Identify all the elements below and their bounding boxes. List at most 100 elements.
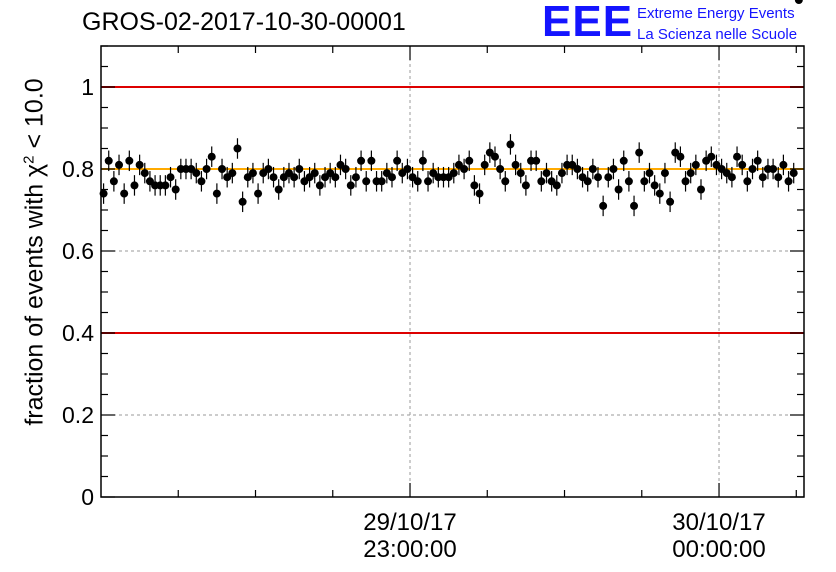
point-marker [192, 169, 201, 178]
data-point [774, 166, 783, 188]
data-point [387, 166, 396, 188]
data-point [501, 171, 510, 192]
x-tick-label: 29/10/17 23:00:00 [335, 509, 485, 563]
data-point [707, 146, 716, 167]
logo-text-line2: La Scienza nelle Scuole [637, 26, 798, 43]
data-point [403, 158, 412, 180]
data-point [362, 171, 371, 192]
plot-frame-rect [100, 45, 805, 498]
point-marker [676, 152, 685, 161]
point-marker [295, 165, 304, 173]
point-marker [130, 181, 139, 190]
point-marker [753, 156, 762, 165]
point-marker [135, 160, 144, 169]
point-marker [619, 156, 628, 165]
data-point [681, 171, 690, 192]
data-point [599, 195, 608, 217]
data-point [449, 162, 458, 184]
y-axis-label-suffix: < 10.0 [20, 78, 49, 156]
data-point [630, 195, 639, 217]
point-marker [218, 165, 227, 173]
data-point [743, 171, 752, 192]
point-marker [624, 177, 633, 186]
point-marker [640, 177, 649, 186]
point-marker [367, 156, 376, 165]
point-marker [238, 197, 247, 206]
point-marker [784, 177, 793, 186]
point-marker [104, 156, 113, 165]
point-marker [511, 160, 520, 169]
point-marker [166, 173, 175, 182]
data-point [748, 158, 757, 180]
y-axis-label-exponent: 2 [20, 155, 38, 164]
data-point [727, 166, 736, 188]
point-marker [789, 169, 798, 178]
data-point [109, 171, 118, 192]
point-marker [171, 185, 180, 194]
data-point [758, 166, 767, 188]
point-marker [109, 177, 118, 186]
data-point [619, 150, 628, 172]
y-tick-label: 1 [81, 74, 94, 100]
data-point [506, 134, 515, 155]
data-point [511, 154, 520, 176]
point-marker [357, 156, 366, 165]
data-point [115, 154, 124, 176]
data-point [660, 162, 669, 184]
point-marker [707, 152, 716, 161]
data-point [207, 146, 216, 167]
y-tick-label: 0.4 [62, 320, 94, 346]
point-marker [758, 173, 767, 182]
point-marker [202, 165, 211, 173]
data-point [635, 142, 644, 163]
eee-logo-mark: EEE [542, 0, 634, 46]
data-point [315, 175, 324, 196]
data-point [573, 158, 582, 180]
point-marker [604, 173, 613, 182]
point-marker [609, 165, 618, 173]
data-point [393, 150, 402, 172]
point-marker [583, 177, 592, 186]
data-point [130, 175, 139, 196]
point-marker [769, 165, 778, 173]
point-marker [264, 165, 273, 173]
x-tick-label: 30/10/17 00:00:00 [644, 509, 794, 563]
x-tick-label-time: 23:00:00 [363, 536, 457, 563]
data-point [310, 162, 319, 184]
point-marker [630, 201, 639, 210]
data-point [212, 183, 221, 204]
point-marker [779, 160, 788, 169]
data-point [490, 146, 499, 167]
data-point [645, 162, 654, 184]
data-point [418, 150, 427, 172]
point-marker [660, 169, 669, 178]
point-marker [362, 177, 371, 186]
point-marker [351, 173, 360, 182]
data-point [460, 158, 469, 180]
point-marker [496, 165, 505, 173]
data-point [542, 162, 551, 184]
data-point [233, 138, 242, 159]
data-point [465, 150, 474, 172]
point-marker [738, 160, 747, 169]
data-point [331, 166, 340, 188]
data-point [686, 162, 695, 184]
point-marker [424, 177, 433, 186]
data-point [593, 166, 602, 188]
data-point [367, 150, 376, 172]
point-marker [413, 177, 422, 186]
data-point [104, 150, 113, 172]
point-marker [650, 181, 659, 190]
logo-text-line1: Extreme Energy Events [637, 5, 795, 22]
data-point [532, 150, 541, 172]
y-tick-labels: 0 0.2 0.4 0.6 0.8 1 [62, 74, 94, 510]
point-marker [290, 173, 299, 182]
point-marker [506, 140, 515, 149]
point-marker [521, 181, 530, 190]
point-marker [733, 152, 742, 161]
point-marker [377, 177, 386, 186]
data-point [676, 146, 685, 167]
point-marker [542, 169, 551, 178]
data-point [264, 158, 273, 180]
x-tick-label-date: 30/10/17 [672, 509, 766, 536]
